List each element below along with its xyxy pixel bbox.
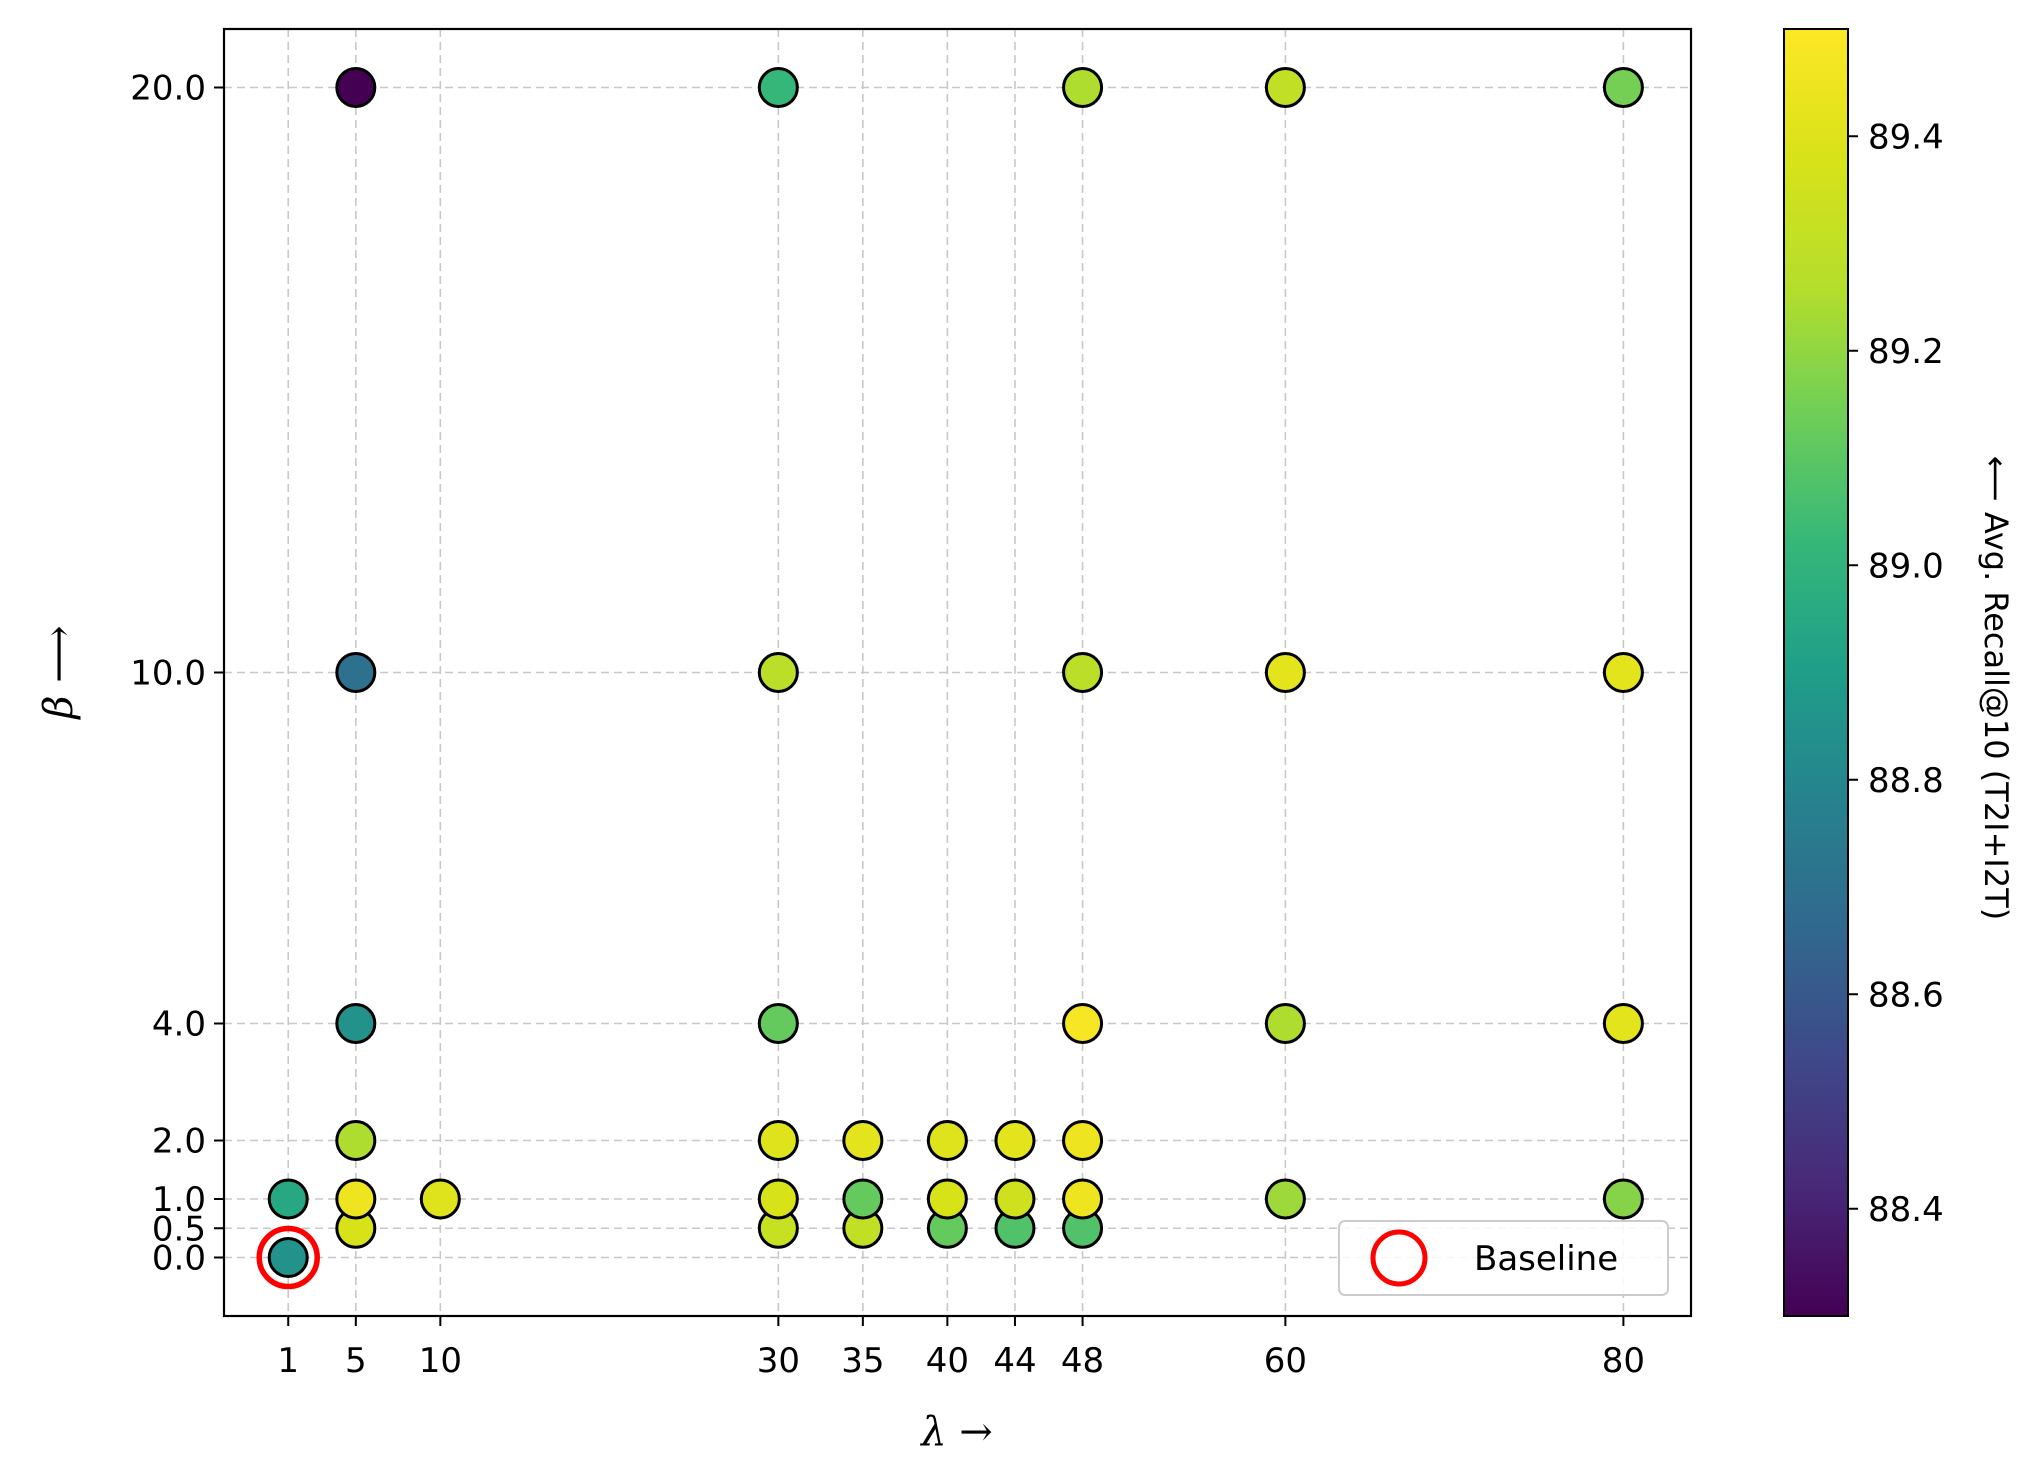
legend-baseline-marker — [1370, 1229, 1428, 1287]
data-point — [267, 1178, 309, 1220]
data-point — [1602, 1178, 1644, 1220]
x-tick-label: 44 — [993, 1341, 1036, 1381]
data-point — [335, 1003, 377, 1044]
x-tick-label: 40 — [926, 1341, 969, 1381]
data-point — [842, 1178, 884, 1220]
colorbar-ticks: 88.4 88.6 88.8 89.0 89.2 89.4 — [1848, 117, 1944, 1230]
x-tick-label: 60 — [1264, 1341, 1307, 1381]
colorbar-gradient — [1783, 28, 1849, 1317]
colorbar-label: ⟵ Avg. Recall@10 (T2I+I2T) — [1977, 456, 2015, 920]
data-point — [926, 1120, 968, 1161]
data-point — [757, 1178, 799, 1220]
colorbar-tick-label: 88.4 — [1868, 1190, 1944, 1230]
x-axis-ticks: 1 5 10 30 35 40 44 48 60 80 — [277, 1316, 1645, 1381]
data-point — [1062, 1003, 1104, 1044]
data-point — [757, 1120, 799, 1161]
data-point — [335, 1120, 377, 1161]
legend-baseline-label: Baseline — [1474, 1239, 1618, 1279]
data-point — [1264, 67, 1306, 108]
y-tick-label: 0.5 — [152, 1209, 206, 1249]
data-point — [1602, 67, 1644, 108]
legend-box — [1338, 1220, 1669, 1296]
y-tick-label: 4.0 — [152, 1005, 206, 1045]
colorbar-tick-label: 89.4 — [1868, 117, 1944, 157]
data-point — [1264, 652, 1306, 693]
data-point — [335, 652, 377, 693]
data-point — [994, 1120, 1036, 1161]
x-tick-label: 1 — [277, 1341, 299, 1381]
y-tick-label: 2.0 — [152, 1122, 206, 1162]
data-point — [757, 652, 799, 693]
data-points — [256, 67, 1644, 1290]
x-tick-label: 48 — [1061, 1341, 1104, 1381]
colorbar-tick-label: 88.8 — [1868, 761, 1944, 801]
data-point — [419, 1178, 461, 1220]
data-point — [1062, 1178, 1104, 1220]
x-tick-label: 30 — [757, 1341, 800, 1381]
baseline-marker — [256, 1225, 320, 1290]
data-point — [757, 67, 799, 108]
y-axis-label: β ⟶ — [36, 625, 82, 720]
data-point — [267, 1237, 309, 1278]
data-point — [1602, 652, 1644, 693]
x-tick-label: 35 — [841, 1341, 884, 1381]
y-tick-label: 1.0 — [152, 1180, 206, 1220]
colorbar: 88.4 88.6 88.8 89.0 89.2 89.4 ⟵ Avg. Recall@1… — [1783, 28, 2015, 1317]
x-axis-label: λ → — [919, 1409, 993, 1455]
x-tick-label: 80 — [1602, 1341, 1645, 1381]
data-point — [1264, 1178, 1306, 1220]
data-point — [335, 1178, 377, 1220]
data-point — [1602, 1003, 1644, 1044]
data-point — [1264, 1003, 1306, 1044]
data-point — [757, 1003, 799, 1044]
x-tick-label: 5 — [345, 1341, 367, 1381]
data-point — [335, 67, 377, 108]
data-point — [1062, 67, 1104, 108]
y-tick-label: 20.0 — [130, 69, 206, 109]
data-point — [926, 1178, 968, 1220]
y-axis-ticks: 0.00.51.0 2.0 4.0 10.0 20.0 — [130, 69, 224, 1279]
data-point — [994, 1178, 1036, 1220]
y-tick-label: 10.0 — [130, 654, 206, 694]
y-tick-label: 0.0 — [152, 1239, 206, 1279]
data-point — [842, 1120, 884, 1161]
colorbar-tick-label: 89.2 — [1868, 332, 1944, 372]
data-point — [1062, 652, 1104, 693]
x-tick-label: 10 — [419, 1341, 462, 1381]
legend: Baseline — [1338, 1220, 1669, 1296]
data-point — [1062, 1120, 1104, 1161]
colorbar-tick-label: 88.6 — [1868, 975, 1944, 1015]
colorbar-tick-label: 89.0 — [1868, 546, 1944, 586]
